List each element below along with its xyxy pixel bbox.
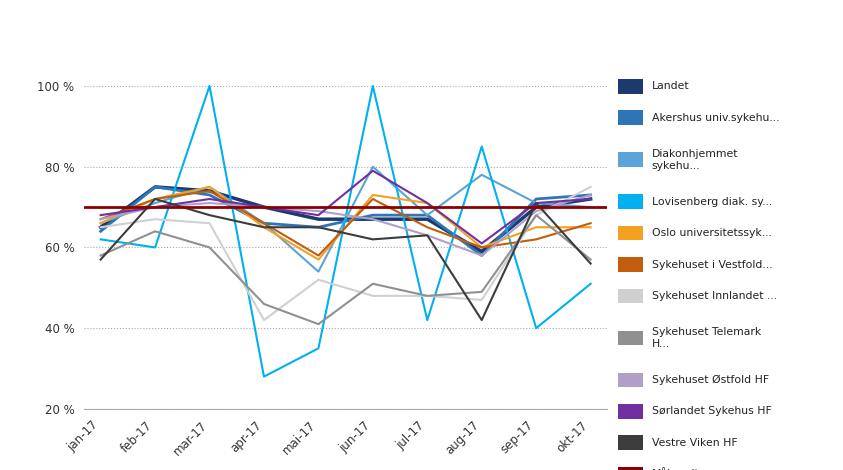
FancyBboxPatch shape	[618, 195, 642, 209]
Text: Diakonhjemmet
sykehu...: Diakonhjemmet sykehu...	[652, 149, 738, 171]
Text: Andel behandlet innen standard forløpstid - alle behandlingsformer: Andel behandlet innen standard forløpsti…	[7, 25, 622, 40]
FancyBboxPatch shape	[618, 435, 642, 450]
FancyBboxPatch shape	[618, 289, 642, 303]
FancyBboxPatch shape	[618, 110, 642, 125]
Text: Sykehuset i Vestfold...: Sykehuset i Vestfold...	[652, 259, 772, 269]
FancyBboxPatch shape	[618, 257, 642, 272]
FancyBboxPatch shape	[618, 226, 642, 241]
FancyBboxPatch shape	[618, 152, 642, 167]
FancyBboxPatch shape	[618, 79, 642, 94]
Text: Vestre Viken HF: Vestre Viken HF	[652, 438, 738, 447]
FancyBboxPatch shape	[618, 373, 642, 387]
FancyBboxPatch shape	[618, 330, 642, 345]
Text: Sykehuset Telemark
H...: Sykehuset Telemark H...	[652, 327, 761, 349]
FancyBboxPatch shape	[618, 404, 642, 419]
Text: Landet: Landet	[652, 81, 690, 92]
Text: Målverdi: Målverdi	[652, 469, 698, 470]
Text: Lovisenberg diak. sy...: Lovisenberg diak. sy...	[652, 197, 772, 207]
Text: Akershus univ.sykehu...: Akershus univ.sykehu...	[652, 113, 779, 123]
Text: Sykehuset Innlandet ...: Sykehuset Innlandet ...	[652, 291, 777, 301]
Text: Sørlandet Sykehus HF: Sørlandet Sykehus HF	[652, 406, 771, 416]
Text: Oslo universitetssyk...: Oslo universitetssyk...	[652, 228, 771, 238]
Text: Sykehuset Østfold HF: Sykehuset Østfold HF	[652, 375, 769, 385]
FancyBboxPatch shape	[618, 467, 642, 470]
